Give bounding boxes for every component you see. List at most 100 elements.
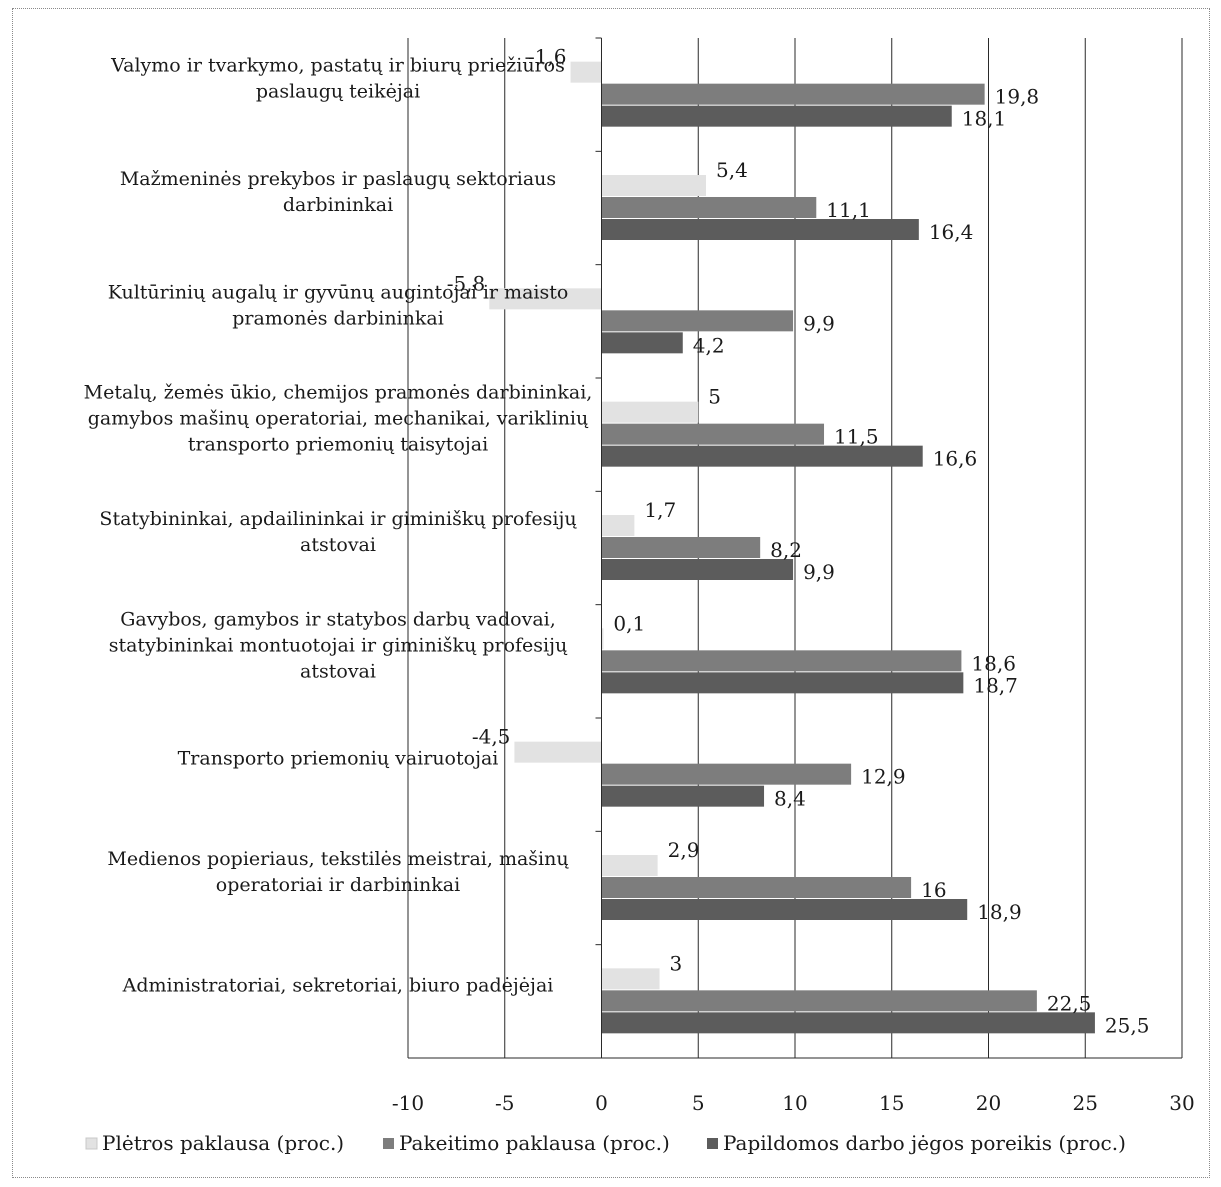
bar — [601, 968, 660, 990]
legend-swatch — [707, 1138, 718, 1149]
bar — [601, 628, 604, 650]
data-label: 1,7 — [644, 498, 676, 522]
category-label: Transporto priemonių vairuotojai — [178, 748, 499, 770]
category-label-line: atstovai — [300, 660, 376, 682]
data-label: 5,4 — [716, 158, 748, 182]
data-label: 9,9 — [803, 560, 835, 584]
category-label-line: operatoriai ir darbininkai — [216, 874, 460, 896]
category-label: Statybininkai, apdailininkai ir giminišk… — [99, 508, 577, 556]
x-tick-label: -10 — [392, 1091, 424, 1115]
bar — [601, 515, 635, 536]
bar — [601, 105, 952, 127]
x-tick-label: 15 — [879, 1091, 904, 1115]
bar — [601, 83, 985, 105]
bar — [601, 423, 825, 445]
data-label: 12,9 — [861, 765, 906, 789]
data-label: -1,6 — [528, 45, 567, 69]
bar — [601, 310, 794, 332]
category-label: Gavybos, gamybos ir statybos darbų vadov… — [109, 608, 568, 682]
bar — [601, 219, 919, 240]
data-label: 8,2 — [770, 538, 802, 562]
data-label: 19,8 — [995, 85, 1040, 109]
bar — [601, 332, 683, 354]
bar — [601, 401, 699, 423]
bar — [601, 877, 912, 898]
category-label-line: transporto priemonių taisytojai — [188, 434, 488, 456]
data-label: 18,7 — [973, 673, 1018, 697]
data-label: 11,5 — [834, 425, 879, 449]
bar — [601, 899, 968, 920]
bar — [601, 650, 962, 672]
x-tick-label: 25 — [1073, 1091, 1098, 1115]
legend-swatch — [85, 1137, 98, 1150]
category-label-line: statybininkai montuotojai ir giminiškų p… — [109, 634, 568, 656]
bar — [601, 785, 765, 807]
data-label: 22,5 — [1047, 991, 1092, 1015]
category-label-line: Gavybos, gamybos ir statybos darbų vadov… — [120, 608, 556, 630]
data-label: 18,9 — [977, 900, 1022, 924]
labels: -1,6 19,818,1 Valymo ir tvarkymo, pastatų … — [84, 45, 1150, 1038]
category-label-line: gamybos mašinų operatoriai, mechanikai, … — [88, 408, 589, 430]
category-label: Metalų, žemės ūkio, chemijos pramonės da… — [84, 382, 593, 456]
data-label: -5,8 — [447, 271, 486, 295]
x-tick-label: -5 — [495, 1091, 514, 1115]
x-tick-label: 30 — [1169, 1091, 1194, 1115]
bar — [601, 175, 706, 196]
bar — [601, 559, 794, 580]
category-label-line: Medienos popieriaus, tekstilės meistrai,… — [107, 848, 569, 870]
data-label: 25,5 — [1105, 1013, 1150, 1037]
data-label: 11,1 — [826, 198, 871, 222]
category-label: Valymo ir tvarkymo, pastatų ir biurų pri… — [110, 55, 565, 103]
x-tick-label: 0 — [595, 1091, 608, 1115]
data-label: 16 — [921, 878, 946, 902]
chart-frame — [12, 8, 1210, 1178]
data-label: 16,4 — [929, 220, 974, 244]
category-label-line: Valymo ir tvarkymo, pastatų ir biurų pri… — [110, 55, 565, 77]
category-label-line: Transporto priemonių vairuotojai — [178, 748, 499, 770]
category-label: Administratoriai, sekretoriai, biuro pad… — [122, 974, 554, 996]
data-label: 5 — [708, 385, 721, 409]
category-label-line: Metalų, žemės ūkio, chemijos pramonės da… — [84, 382, 593, 404]
category-label: Kultūrinių augalų ir gyvūnų augintojai i… — [108, 281, 569, 329]
category-label-line: Administratoriai, sekretoriai, biuro pad… — [122, 974, 554, 996]
bar — [601, 197, 817, 218]
category-label-line: paslaugų teikėjai — [256, 81, 420, 103]
legend-swatch — [383, 1138, 394, 1149]
bar — [489, 288, 602, 310]
data-label: 16,6 — [933, 447, 978, 471]
data-label: 0,1 — [613, 611, 645, 635]
bar — [601, 445, 923, 467]
x-tick-label: 5 — [692, 1091, 705, 1115]
data-label: 18,6 — [971, 651, 1016, 675]
x-tick-label: 20 — [976, 1091, 1001, 1115]
data-label: -4,5 — [472, 725, 511, 749]
data-label: 4,2 — [693, 333, 725, 357]
category-label: Mažmeninės prekybos ir paslaugų sektoria… — [120, 168, 556, 216]
category-label-line: Kultūrinių augalų ir gyvūnų augintojai i… — [108, 281, 569, 303]
bars — [489, 61, 1095, 1034]
legend-entry: Plėtros paklausa (proc.) — [102, 1131, 344, 1155]
bar — [570, 61, 602, 83]
category-label-line: pramonės darbininkai — [232, 307, 444, 329]
bar — [514, 741, 602, 763]
legend-entry: Papildomos darbo jėgos poreikis (proc.) — [723, 1131, 1126, 1155]
bar — [601, 537, 761, 558]
category-label: Medienos popieriaus, tekstilės meistrai,… — [107, 848, 569, 896]
data-label: 8,4 — [774, 787, 806, 811]
legend-entry: Pakeitimo paklausa (proc.) — [399, 1131, 670, 1155]
bar — [601, 763, 852, 785]
category-label-line: Statybininkai, apdailininkai ir giminišk… — [99, 508, 577, 530]
category-label-line: Mažmeninės prekybos ir paslaugų sektoria… — [120, 168, 556, 190]
bar — [601, 990, 1037, 1012]
category-label-line: darbininkai — [283, 194, 393, 216]
data-label: 3 — [670, 951, 683, 975]
category-label-line: atstovai — [300, 534, 376, 556]
data-label: 18,1 — [962, 107, 1007, 131]
data-label: 9,9 — [803, 311, 835, 335]
bar — [601, 855, 658, 876]
axes: -10 -5 0 5 10 15 20 25 30 — [392, 37, 1195, 1115]
bar — [601, 672, 964, 694]
legend: Plėtros paklausa (proc.) Pakeitimo paklau… — [85, 1131, 1126, 1155]
bar — [601, 1012, 1095, 1034]
